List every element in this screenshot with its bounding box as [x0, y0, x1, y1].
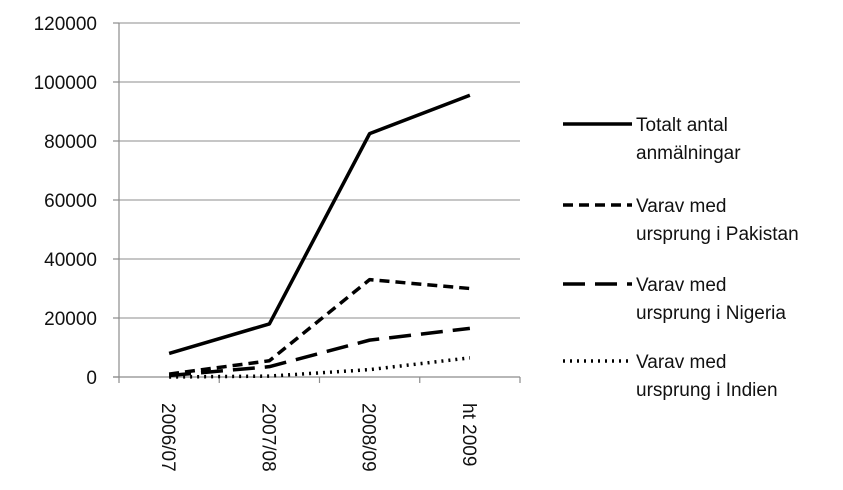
y-tick-label: 100000 — [34, 73, 97, 94]
legend-label: Totalt antal — [636, 115, 728, 136]
x-tick-label: 2008/09 — [358, 403, 379, 472]
legend: Totalt antal anmälningar Varav med ursprung… — [563, 115, 799, 401]
legend-label: anmälningar — [636, 143, 741, 164]
legend-label: ursprung i Nigeria — [636, 303, 786, 324]
series-line-1 — [168, 93, 471, 356]
y-tick-label: 40000 — [44, 250, 97, 271]
x-axis-ticks: 2006/07 2007/08 2008/09 ht 2009 — [157, 403, 479, 472]
legend-item-1: Totalt antal anmälningar — [563, 115, 741, 164]
series-lines — [168, 93, 471, 379]
series-line-2 — [168, 277, 471, 376]
gridlines — [119, 22, 520, 319]
legend-label: ursprung i Pakistan — [636, 224, 799, 245]
x-tick-label: 2006/07 — [157, 403, 178, 472]
legend-item-3: Varav med ursprung i Nigeria — [563, 275, 786, 324]
legend-label: Varav med — [636, 275, 726, 296]
y-tick-label: 60000 — [44, 191, 97, 212]
legend-item-4: Varav med ursprung i Indien — [563, 352, 778, 401]
series-line-3 — [168, 326, 471, 378]
legend-item-2: Varav med ursprung i Pakistan — [563, 196, 799, 245]
y-axis-ticks: 0 20000 40000 60000 80000 100000 120000 — [34, 14, 97, 389]
legend-label: Varav med — [636, 196, 726, 217]
y-tick-label: 20000 — [44, 309, 97, 330]
legend-label: Varav med — [636, 352, 726, 373]
y-tick-label: 120000 — [34, 14, 97, 35]
y-tick-label: 0 — [86, 368, 97, 389]
axes — [113, 22, 521, 383]
y-tick-label: 80000 — [44, 132, 97, 153]
legend-label: ursprung i Indien — [636, 380, 778, 401]
x-tick-label: ht 2009 — [458, 403, 479, 466]
x-tick-label: 2007/08 — [257, 403, 278, 472]
series-line-4 — [169, 356, 471, 379]
